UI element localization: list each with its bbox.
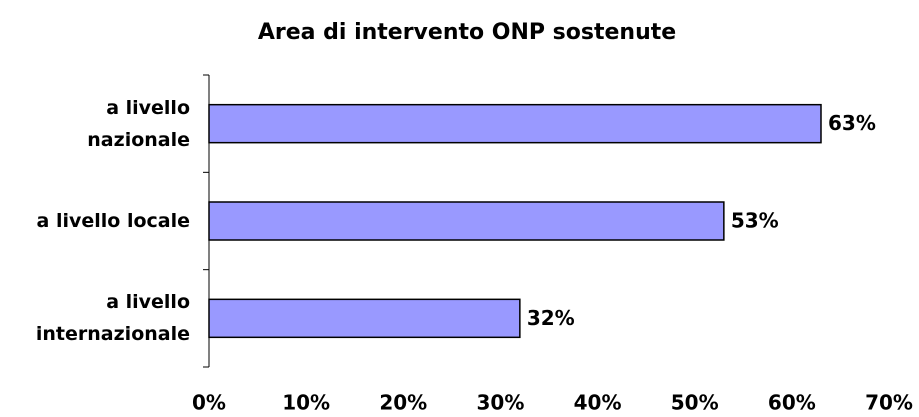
x-tick-label: 10% — [282, 391, 330, 415]
y-tick-label: a livello locale — [36, 210, 190, 232]
y-tick-label: a livello nazionale — [87, 96, 190, 151]
bar — [208, 201, 725, 241]
y-tick-label: a livello internazionale — [35, 291, 190, 346]
x-tick-label: 50% — [671, 391, 719, 415]
data-label: 63% — [828, 111, 876, 135]
x-tick-label: 40% — [574, 391, 622, 415]
x-tick-label: 0% — [192, 391, 226, 415]
data-label: 53% — [731, 209, 779, 233]
x-tick-label: 70% — [865, 391, 913, 415]
bar — [208, 103, 822, 144]
data-label: 32% — [527, 306, 575, 330]
x-tick-label: 20% — [379, 391, 427, 415]
bar — [208, 298, 521, 339]
x-tick-label: 30% — [476, 391, 524, 415]
chart-title: Area di intervento ONP sostenute — [258, 20, 676, 45]
x-tick-label: 60% — [768, 391, 816, 415]
